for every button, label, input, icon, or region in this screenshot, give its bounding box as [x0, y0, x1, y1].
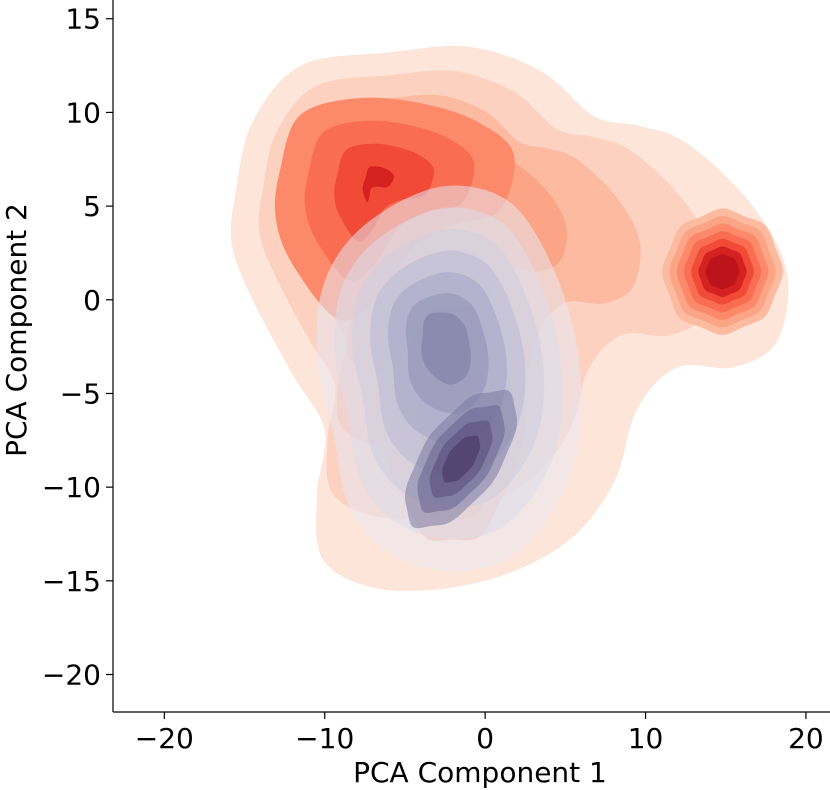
x-tick-label: 10 — [628, 722, 664, 755]
y-tick-label: 0 — [83, 284, 101, 317]
purple-contour-level-7 — [421, 312, 471, 385]
y-tick-label: −15 — [42, 565, 101, 598]
red-peak-level-7 — [705, 254, 740, 290]
red-lobe-level-3 — [334, 143, 435, 242]
y-tick-label: 5 — [83, 190, 101, 223]
x-tick-label: −10 — [295, 722, 354, 755]
plot-area — [230, 45, 789, 592]
x-axis-label: PCA Component 1 — [353, 756, 607, 789]
purple-lower-level-4 — [442, 435, 481, 483]
y-tick-label: −20 — [42, 659, 101, 692]
tick-labels: −20 −10 0 10 20 −20 −15 −10 −5 0 5 10 15 — [42, 3, 824, 755]
y-tick-label: −5 — [60, 377, 101, 410]
y-tick-label: −10 — [42, 471, 101, 504]
x-tick-label: 0 — [476, 722, 494, 755]
y-axis-label: PCA Component 2 — [0, 203, 33, 457]
x-tick-label: 20 — [788, 722, 824, 755]
red-lobe-level-4 — [362, 166, 395, 203]
purple-density-contours — [316, 185, 582, 572]
y-tick-label: 15 — [65, 3, 101, 36]
y-tick-label: 10 — [65, 96, 101, 129]
x-tick-label: −20 — [135, 722, 194, 755]
axes — [106, 0, 830, 719]
